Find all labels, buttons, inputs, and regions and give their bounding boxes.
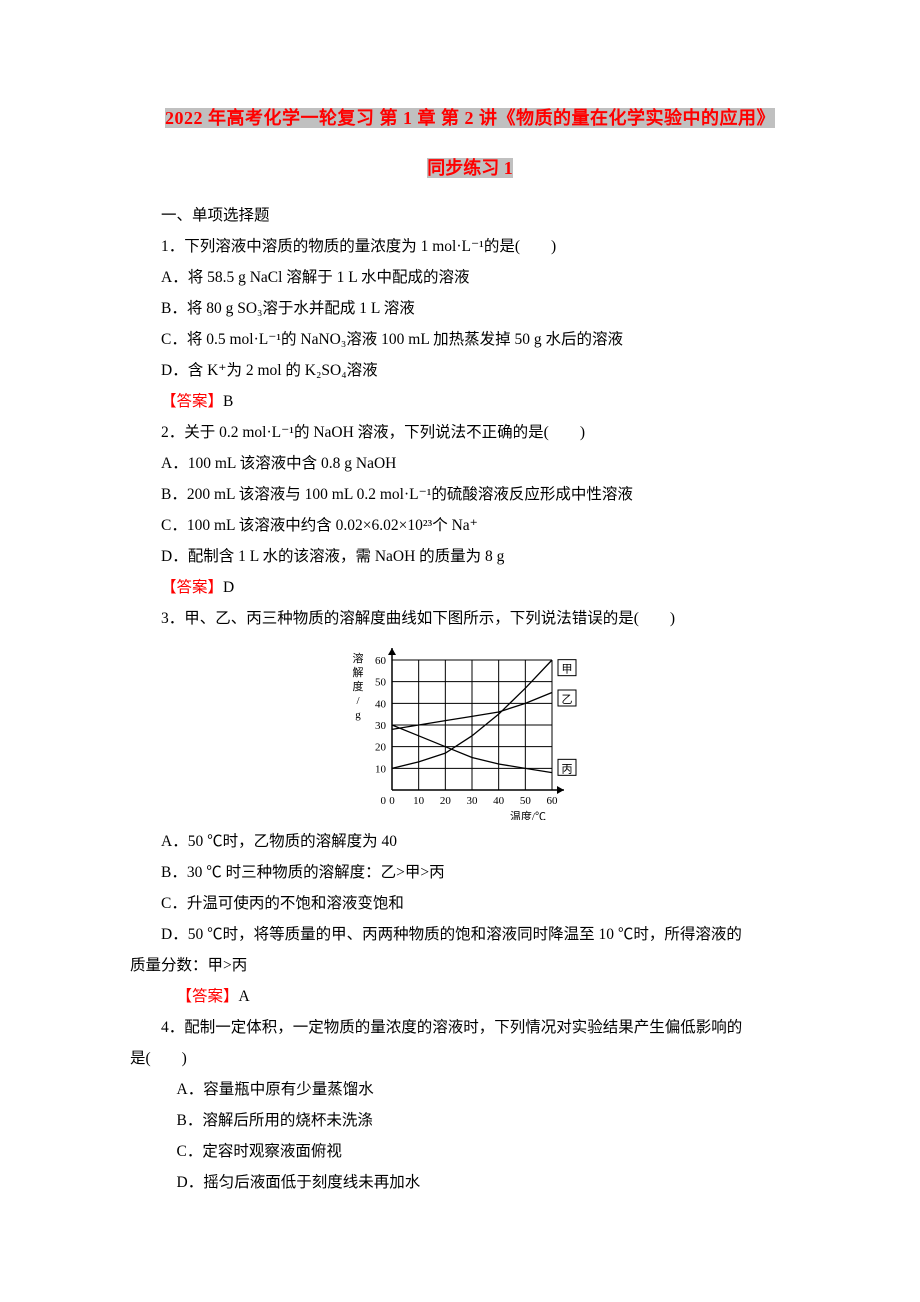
q4-option-d: D．摇匀后液面低于刻度线未再加水 [130, 1167, 810, 1198]
q4-option-a: A．容量瓶中原有少量蒸馏水 [130, 1074, 810, 1105]
q2-answer: 【答案】D [130, 572, 810, 603]
svg-text:50: 50 [520, 795, 532, 807]
q1-stem: 1．下列溶液中溶质的物质的量浓度为 1 mol·L⁻¹的是( ) [130, 231, 810, 262]
svg-text:20: 20 [440, 795, 452, 807]
doc-title-line1: 2022 年高考化学一轮复习 第 1 章 第 2 讲《物质的量在化学实验中的应用… [165, 108, 775, 128]
svg-text:温度/℃: 温度/℃ [510, 809, 546, 820]
svg-text:10: 10 [413, 795, 425, 807]
svg-text:0: 0 [381, 795, 387, 807]
q2-option-c: C．100 mL 该溶液中约含 0.02×6.02×10²³个 Na⁺ [130, 510, 810, 541]
svg-text:0: 0 [389, 795, 395, 807]
q3-option-a: A．50 ℃时，乙物质的溶解度为 40 [130, 826, 810, 857]
svg-text:g: g [355, 709, 361, 721]
svg-text:40: 40 [493, 795, 505, 807]
q4-option-b: B．溶解后所用的烧杯未洗涤 [130, 1105, 810, 1136]
q3-answer: 【答案】A [130, 981, 810, 1012]
q4-stem-line1: 4．配制一定体积，一定物质的量浓度的溶液时，下列情况对实验结果产生偏低影响的 [130, 1012, 810, 1043]
q4-stem-line2: 是( ) [130, 1043, 810, 1074]
q3-option-d-line1: D．50 ℃时，将等质量的甲、丙两种物质的饱和溶液同时降温至 10 ℃时，所得溶… [130, 919, 810, 950]
q3-option-b: B．30 ℃ 时三种物质的溶解度：乙>甲>丙 [130, 857, 810, 888]
svg-text:甲: 甲 [562, 664, 573, 676]
q1-answer: 【答案】B [130, 386, 810, 417]
q2-option-a: A．100 mL 该溶液中含 0.8 g NaOH [130, 448, 810, 479]
section-heading: 一、单项选择题 [130, 200, 810, 231]
svg-text:/: / [356, 695, 360, 707]
svg-text:40: 40 [375, 698, 387, 710]
q1-option-c: C．将 0.5 mol·L⁻¹的 NaNO₃溶液 100 mL 加热蒸发掉 50… [130, 324, 810, 355]
q1-option-a: A．将 58.5 g NaCl 溶解于 1 L 水中配成的溶液 [130, 262, 810, 293]
q3-option-c: C．升温可使丙的不饱和溶液变饱和 [130, 888, 810, 919]
q4-option-c: C．定容时观察液面俯视 [130, 1136, 810, 1167]
q2-stem: 2．关于 0.2 mol·L⁻¹的 NaOH 溶液，下列说法不正确的是( ) [130, 417, 810, 448]
svg-text:溶: 溶 [353, 651, 364, 665]
q1-option-d: D．含 K⁺为 2 mol 的 K₂SO₄溶液 [130, 355, 810, 386]
svg-text:60: 60 [547, 795, 559, 807]
q3-stem: 3．甲、乙、丙三种物质的溶解度曲线如下图所示，下列说法错误的是( ) [130, 603, 810, 634]
svg-text:30: 30 [375, 720, 387, 732]
svg-text:解: 解 [353, 665, 364, 679]
svg-text:30: 30 [467, 795, 479, 807]
q2-option-b: B．200 mL 该溶液与 100 mL 0.2 mol·L⁻¹的硫酸溶液反应形… [130, 479, 810, 510]
q1-option-b: B．将 80 g SO₃溶于水并配成 1 L 溶液 [130, 293, 810, 324]
svg-text:乙: 乙 [562, 693, 573, 706]
q2-option-d: D．配制含 1 L 水的该溶液，需 NaOH 的质量为 8 g [130, 541, 810, 572]
svg-text:20: 20 [375, 742, 387, 754]
doc-title-line2: 同步练习 1 [427, 158, 513, 178]
svg-text:60: 60 [375, 655, 387, 667]
svg-text:度: 度 [353, 679, 364, 693]
svg-text:50: 50 [375, 677, 387, 689]
q3-option-d-line2: 质量分数：甲>丙 [130, 950, 810, 981]
svg-text:10: 10 [375, 763, 387, 775]
solubility-chart: 0 10 20 30 40 50 60 10 20 30 40 50 60 0 甲乙丙 溶解度 / g 温度/℃ [130, 640, 810, 820]
svg-text:丙: 丙 [562, 763, 573, 775]
